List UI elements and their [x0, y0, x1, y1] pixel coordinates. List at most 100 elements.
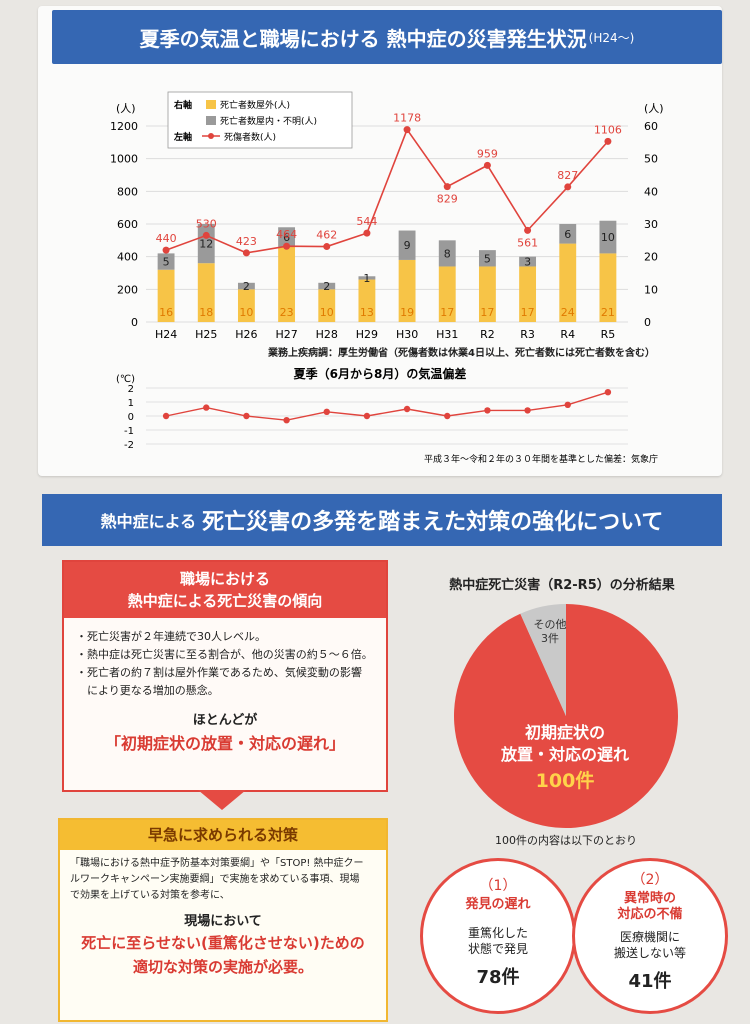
- circle-number: （2）: [631, 872, 669, 888]
- left-tick-label: 1000: [110, 153, 138, 166]
- bar-outdoor: [197, 263, 215, 322]
- bar-outdoor-label: 21: [601, 306, 615, 319]
- bullet-item: ・死亡者の約７割は屋外作業であるため、気候変動の影響: [76, 666, 362, 679]
- urgent-measures-text: 「職場における熱中症予防基本対策要綱」や「STOP! 熱中症クー ルワークキャン…: [60, 850, 386, 904]
- pie-main-count: 100件: [535, 770, 595, 792]
- trend-heading: 職場における 熱中症による死亡災害の傾向: [64, 562, 386, 618]
- x-tick-label: H29: [356, 328, 378, 341]
- bar-outdoor-label: 10: [320, 306, 334, 319]
- trend-bullets: ・死亡災害が２年連続で30人レベル。 ・熱中症は死亡災害に至る割合が、他の災害の…: [64, 618, 386, 699]
- left-tick-label: 600: [117, 218, 138, 231]
- down-arrow-icon: [198, 790, 246, 810]
- left-tick-label: 0: [131, 316, 138, 329]
- casualty-label: 827: [557, 169, 578, 182]
- casualty-point: [202, 231, 210, 239]
- temp-line: [165, 391, 609, 421]
- circle-title-line: 異常時の: [623, 891, 676, 906]
- mostly-label: ほとんどが: [192, 713, 258, 728]
- temp-point: [162, 412, 170, 420]
- bar-outdoor: [237, 289, 255, 322]
- x-tick-label: H30: [396, 328, 418, 341]
- bar-outdoor-label: 17: [521, 306, 535, 319]
- bar-outdoor-label: 10: [239, 306, 253, 319]
- right-tick-label: 20: [644, 251, 658, 264]
- bar-outdoor: [599, 253, 617, 322]
- right-tick-label: 0: [644, 316, 651, 329]
- bar-outdoor-label: 13: [360, 306, 374, 319]
- bar-outdoor-label: 18: [199, 306, 213, 319]
- casualty-point: [363, 229, 371, 237]
- legend-casualty-marker: [208, 133, 214, 139]
- temp-point: [444, 412, 451, 420]
- urgent-text-line: ルワークキャンペーン実施要綱」で実施を求めている事項、現場: [70, 874, 360, 885]
- temp-point: [323, 408, 330, 415]
- statistics-title-suffix: (H24〜): [588, 30, 635, 45]
- urgent-measures-heading: 早急に求められる対策: [60, 820, 386, 850]
- circle-title: 発見の遅れ: [465, 897, 531, 912]
- bar-indoor: [438, 240, 456, 267]
- legend-outdoor-label: 死亡者数屋外(人): [220, 99, 290, 111]
- heatstroke-chart: 0 200 400 600 800 1000 1200 0 10 20 30 40 50 60 (人) (人)…: [110, 91, 664, 341]
- x-tick-label: H27: [275, 328, 297, 341]
- analysis-title: 熱中症死亡災害（R2-R5）の分析結果: [449, 578, 675, 593]
- temp-point: [283, 417, 290, 424]
- x-tick-label: R5: [601, 328, 616, 341]
- temp-point: [203, 404, 210, 411]
- urgent-text-line: 「職場における熱中症予防基本対策要綱」や「STOP! 熱中症クー: [70, 858, 364, 869]
- x-tick-label: R2: [480, 328, 495, 341]
- pie-other-text: その他: [533, 618, 567, 631]
- bar-indoor-label: 12: [199, 238, 213, 251]
- casualty-label: 1106: [594, 123, 622, 136]
- legend-indoor-label: 死亡者数屋内・不明(人): [220, 115, 317, 127]
- circle-desc: 医療機関に 搬送しない等: [575, 929, 725, 961]
- temp-tick-label: -1: [124, 426, 134, 437]
- temp-point: [564, 401, 571, 408]
- casualty-point: [443, 183, 451, 191]
- urgent-text-line: で効果を上げている対策を参考に、: [70, 890, 230, 901]
- legend-box: [167, 91, 353, 149]
- x-tick-label: H25: [195, 328, 217, 341]
- pie-other-count: 3件: [541, 632, 559, 645]
- casualty-label: 1178: [393, 112, 421, 125]
- bar-indoor: [278, 227, 296, 247]
- bar-indoor-label: 1: [363, 272, 370, 285]
- circle-count: 41件: [628, 971, 672, 992]
- temp-chart-title: 夏季（6月から8月）の気温偏差: [294, 366, 467, 381]
- pie-slice-other: [520, 604, 566, 716]
- casualty-point: [323, 243, 331, 251]
- circle-desc-line: 医療機関に: [619, 930, 680, 944]
- casualty-point: [564, 183, 572, 191]
- circle-desc-line: 重篤化した: [467, 926, 528, 940]
- circle-desc: 重篤化した 状態で発見: [423, 925, 573, 957]
- temp-source: 平成３年〜令和２年の３０年間を基準とした偏差：気象庁: [424, 453, 658, 465]
- casualty-point: [604, 137, 612, 145]
- bar-outdoor: [358, 279, 376, 322]
- statistics-banner: 夏季の気温と職場における 熱中症の災害発生状況 (H24〜): [52, 10, 722, 64]
- circle-title: 異常時の 対応の不備: [575, 891, 725, 923]
- left-tick-label: 200: [117, 283, 138, 296]
- circle-title-line: 対応の不備: [617, 907, 683, 922]
- bar-outdoor-label: 23: [280, 306, 294, 319]
- left-tick-label: 1200: [110, 120, 138, 133]
- x-tick-label: H26: [235, 328, 257, 341]
- bar-outdoor: [559, 243, 577, 322]
- casualty-label: 829: [437, 193, 458, 206]
- left-axis-unit: (人): [116, 102, 136, 115]
- temp-tick-label: -2: [124, 440, 134, 451]
- bar-indoor: [559, 224, 577, 244]
- trend-heading-line1: 職場における: [179, 570, 270, 588]
- bar-indoor-label: 8: [444, 247, 451, 260]
- casualty-label: 464: [276, 228, 297, 241]
- bar-outdoor: [398, 259, 416, 322]
- right-tick-label: 30: [644, 218, 658, 231]
- temperature-chart: 夏季（6月から8月）の気温偏差 (℃)2 1 0 -1 -2 平成３年〜令和２年の３０年間を…: [116, 366, 658, 465]
- x-tick-label: R4: [560, 328, 575, 341]
- right-tick-label: 10: [644, 283, 658, 296]
- bar-indoor-label: 6: [283, 231, 290, 244]
- bar-outdoor-label: 17: [440, 306, 454, 319]
- circle-count: 78件: [476, 967, 520, 988]
- late-discovery-circle: （1） 発見の遅れ 重篤化した 状態で発見 78件: [420, 858, 576, 1014]
- right-tick-label: 50: [644, 153, 658, 166]
- bar-outdoor-label: 17: [480, 306, 494, 319]
- casualty-label: 959: [477, 147, 498, 160]
